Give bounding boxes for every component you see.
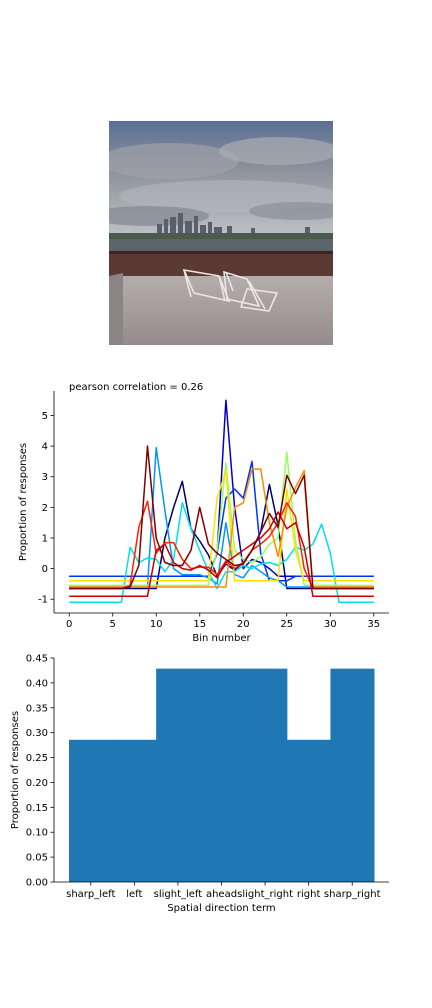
- y-tick-label: 0.45: [26, 654, 48, 665]
- x-tick-label: 30: [324, 619, 337, 630]
- bar-ahead: [199, 668, 244, 882]
- x-tick-label: 5: [110, 619, 116, 630]
- skyline-photo-icon: [109, 121, 333, 345]
- series-line-5: [69, 502, 374, 604]
- y-tick-label: 0.25: [26, 753, 48, 764]
- x-tick-label: sharp_left: [66, 889, 115, 900]
- x-tick-label: 35: [367, 619, 380, 630]
- y-tick-label: 3: [42, 472, 48, 483]
- chart-title: pearson correlation = 0.26: [69, 382, 203, 393]
- x-axis-label: Bin number: [192, 633, 251, 644]
- y-tick-label: 0.00: [26, 878, 48, 889]
- y-tick-label: 2: [42, 503, 48, 514]
- x-tick-label: 20: [237, 619, 250, 630]
- bar-sharp-right: [330, 668, 375, 882]
- y-tick-label: 0.35: [26, 703, 48, 714]
- y-tick-label: 1: [42, 533, 48, 544]
- bar-right: [286, 739, 331, 882]
- bar-chart: 0.00 0.05 0.10 0.15 0.20 0.25 0.30 0.35 0.40 0.45…: [10, 654, 389, 914]
- y-tick-label: 4: [42, 442, 48, 453]
- series-line-3: [69, 460, 374, 582]
- series-line-8: [69, 468, 374, 588]
- x-axis-label: Spatial direction term: [167, 903, 275, 914]
- x-tick-label: right: [297, 889, 321, 900]
- x-tick-label: 15: [193, 619, 206, 630]
- y-tick-label: 0.15: [26, 803, 48, 814]
- skyline-photo: [109, 121, 333, 345]
- y-tick-label: 0.10: [26, 828, 48, 839]
- bar-slight-right: [243, 668, 288, 882]
- series-line-6: [69, 451, 374, 587]
- bar-left: [112, 739, 157, 882]
- x-tick-label: ahead: [206, 889, 237, 900]
- x-tick-label: slight_right: [237, 889, 293, 900]
- x-tick-label: sharp_right: [324, 889, 381, 900]
- y-tick-label: 5: [42, 411, 48, 422]
- y-axis-label: Proportion of responses: [10, 711, 21, 829]
- x-tick-label: 10: [150, 619, 163, 630]
- x-tick-label: 0: [66, 619, 72, 630]
- y-tick-label: 0.30: [26, 728, 48, 739]
- y-tick-label: 0: [42, 564, 48, 575]
- series-line-10: [69, 511, 374, 597]
- y-tick-label: 0.20: [26, 778, 48, 789]
- x-tick-label: left: [126, 889, 142, 900]
- series-line-11: [69, 445, 374, 590]
- x-tick-label: slight_left: [154, 889, 203, 900]
- series-line-7: [69, 469, 374, 582]
- bar-slight-left: [156, 668, 201, 882]
- y-tick-label: 0.05: [26, 853, 48, 864]
- y-tick-label: 0.40: [26, 678, 48, 689]
- y-tick-label: -1: [38, 595, 48, 606]
- bar-sharp-left: [69, 739, 114, 882]
- y-axis-label: Proportion of responses: [18, 443, 29, 561]
- series-line-1: [69, 480, 374, 590]
- x-tick-label: 25: [280, 619, 293, 630]
- line-chart: pearson correlation = 0.260 5 10 15 20 25 30 35…: [18, 382, 389, 644]
